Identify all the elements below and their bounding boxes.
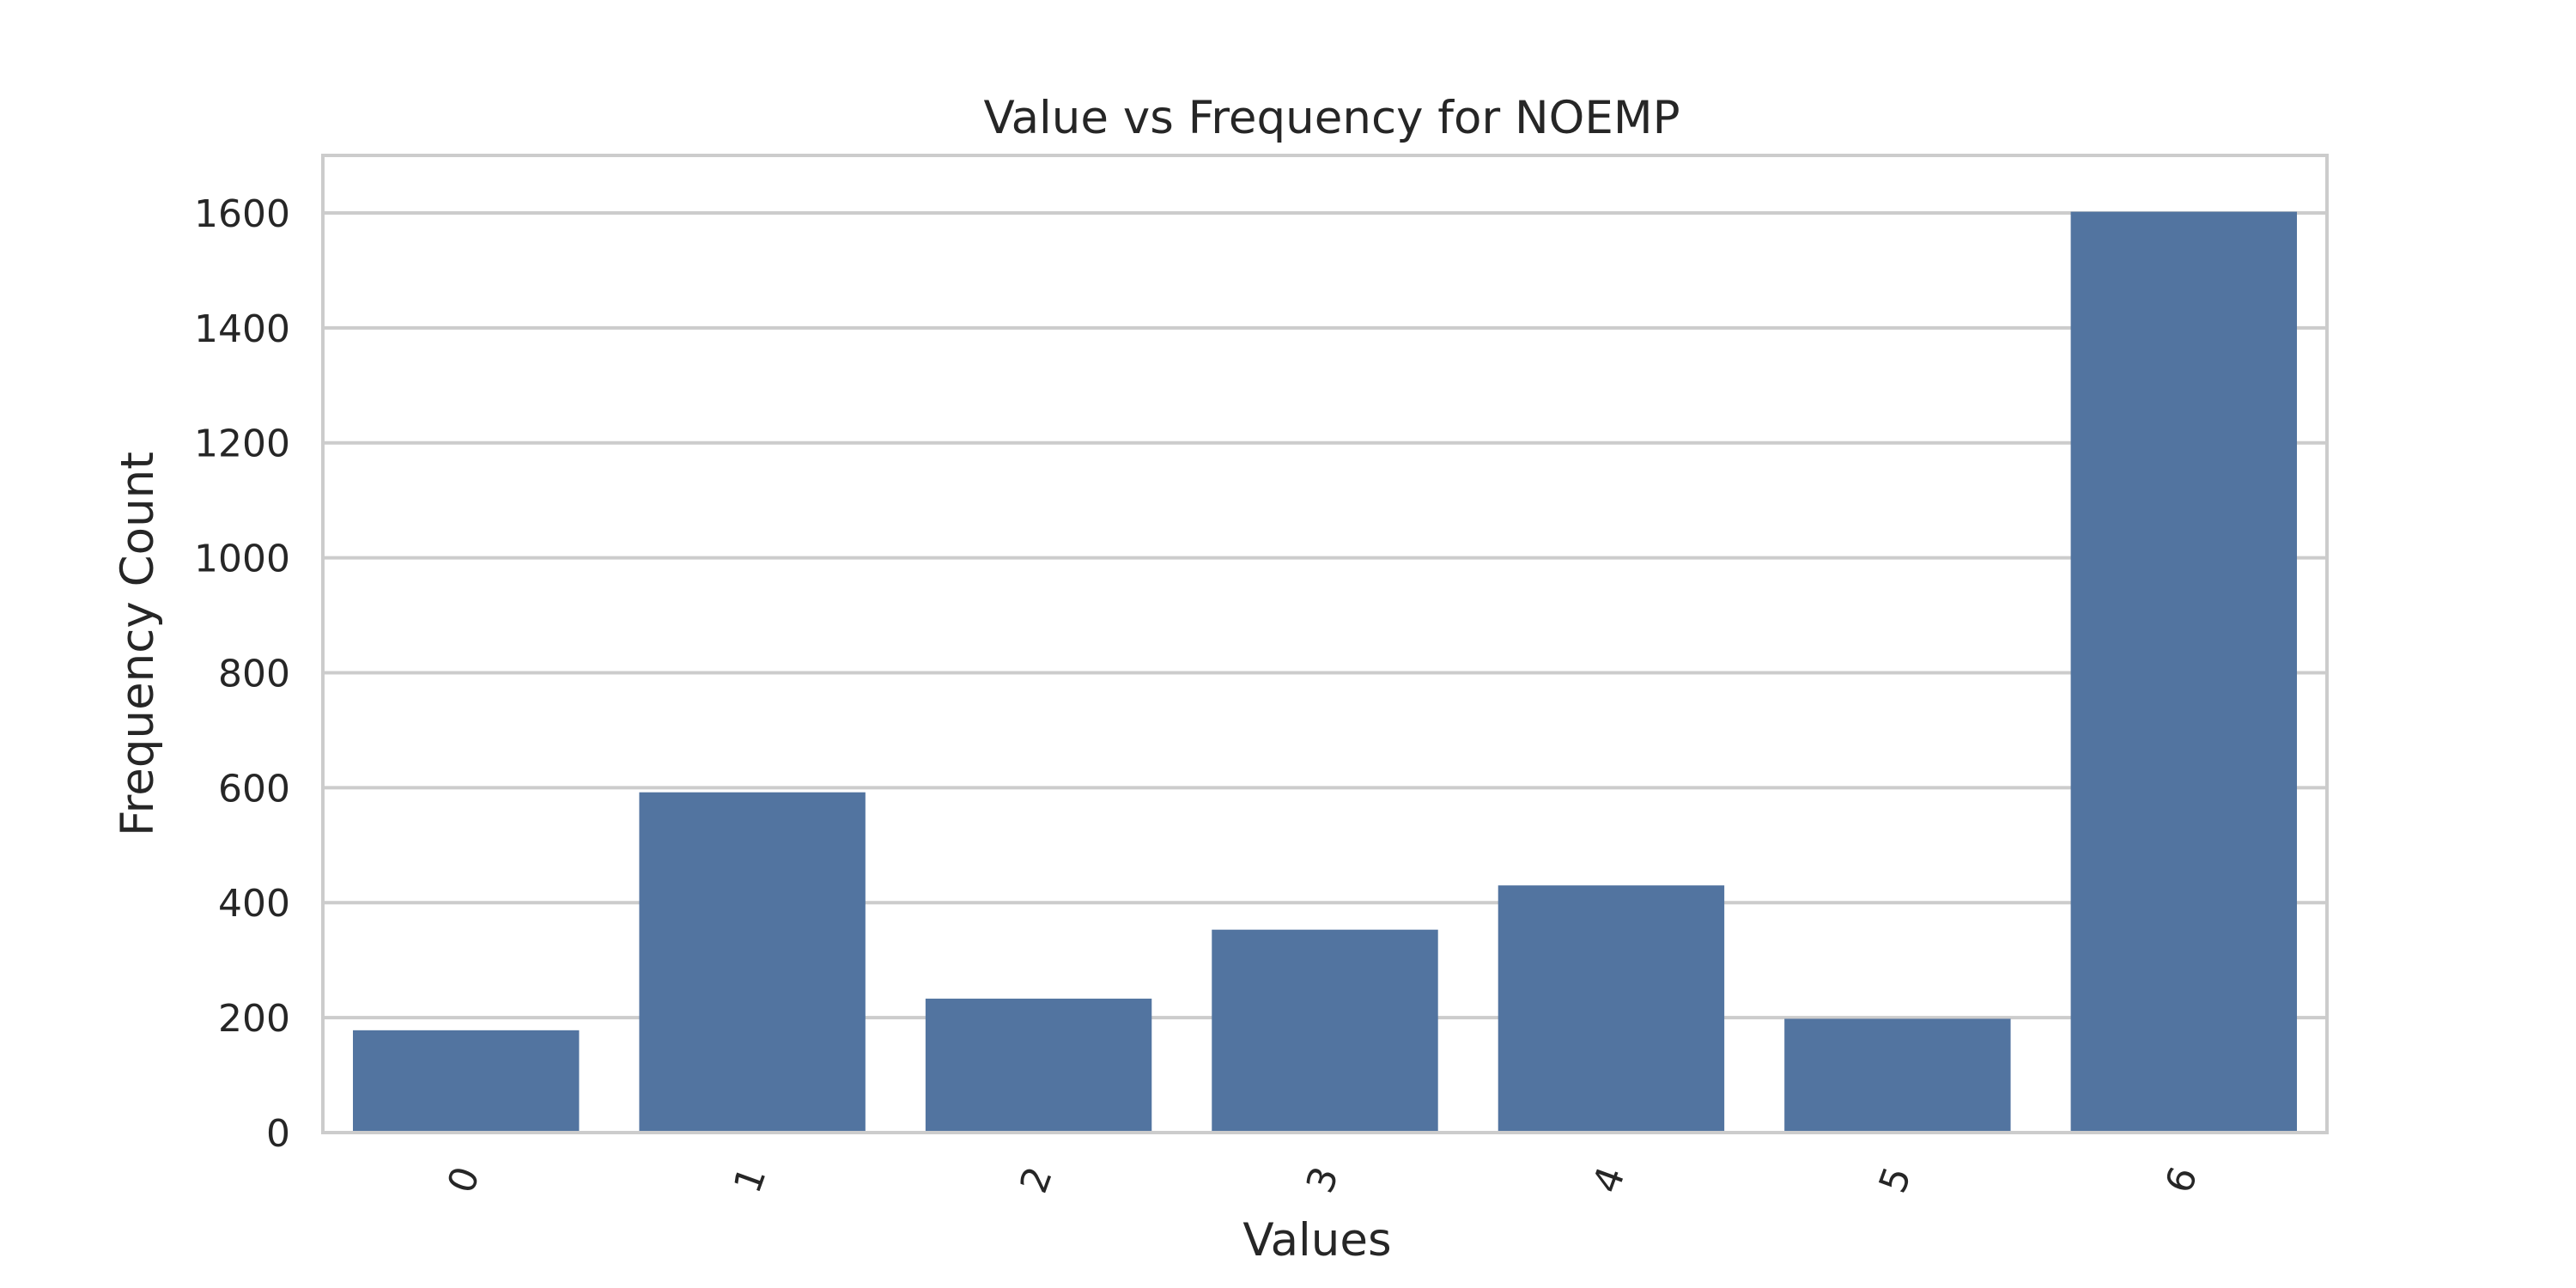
plot-frame	[321, 154, 2329, 1134]
x-tick-label: 5	[1871, 1161, 1921, 1199]
y-tick-label: 0	[266, 1112, 290, 1156]
y-tick-label: 800	[218, 652, 290, 696]
x-tick-label: 2	[1012, 1161, 1061, 1199]
bar-0	[353, 1030, 580, 1133]
x-tick-labels: 0 1 2 3 4 5 6	[440, 1161, 2207, 1199]
bar-6	[2070, 211, 2297, 1133]
x-tick-label: 0	[440, 1161, 489, 1199]
y-axis-title: Frequency Count	[112, 452, 164, 836]
y-tick-label: 1400	[194, 307, 290, 351]
y-tick-label: 1000	[194, 538, 290, 581]
x-tick-label: 4	[1584, 1161, 1634, 1199]
y-tick-label: 1600	[194, 192, 290, 236]
y-tick-label: 600	[218, 767, 290, 811]
y-tick-label: 200	[218, 997, 290, 1041]
y-tick-labels: 0 200 400 600 800 1000 1200 1400 1600	[194, 192, 290, 1156]
x-tick-label: 3	[1298, 1161, 1348, 1199]
bar-2	[925, 999, 1152, 1133]
y-tick-label: 400	[218, 882, 290, 926]
bars	[353, 211, 2297, 1133]
x-tick-label: 1	[726, 1161, 775, 1199]
x-tick-label: 6	[2157, 1161, 2207, 1199]
y-tick-label: 1200	[194, 422, 290, 466]
x-axis-title: Values	[1242, 1214, 1391, 1267]
bar-3	[1212, 929, 1438, 1133]
bar-4	[1498, 885, 1725, 1133]
bar-1	[639, 792, 866, 1133]
bar-5	[1784, 1018, 2011, 1133]
chart-title: Value vs Frequency for NOEMP	[983, 92, 1680, 144]
